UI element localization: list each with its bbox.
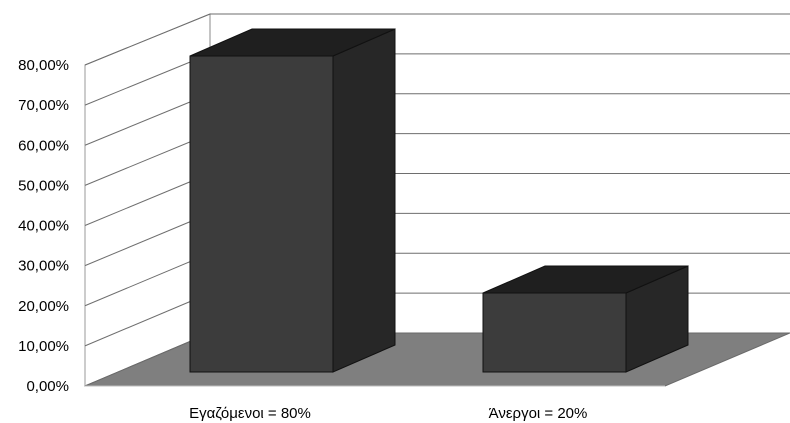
gridline-side	[84, 252, 211, 307]
bar-front-face	[482, 292, 627, 373]
gridline-side	[84, 212, 211, 267]
gridline-side	[84, 93, 211, 146]
bar-front-face	[189, 55, 334, 373]
y-tick-label: 20,00%	[18, 298, 69, 315]
gridline-side	[84, 13, 211, 66]
bars	[189, 28, 689, 373]
y-tick-label: 80,00%	[18, 57, 69, 74]
y-tick-label: 50,00%	[18, 177, 69, 194]
y-tick-label: 70,00%	[18, 97, 69, 114]
y-axis: 0,00% 10,00% 20,00% 30,00% 40,00% 50,00% 60,00…	[18, 57, 69, 395]
bar-top-face	[189, 28, 396, 57]
bar-top-face	[482, 265, 689, 294]
y-tick-label: 10,00%	[18, 338, 69, 355]
y-tick-label: 30,00%	[18, 258, 69, 275]
x-category-label: Άνεργοι = 20%	[489, 405, 588, 422]
gridline-side	[84, 173, 211, 226]
x-axis: Εγαζόμενοι = 80% Άνεργοι = 20%	[189, 405, 587, 422]
y-tick-label: 0,00%	[26, 378, 69, 395]
y-tick-label: 40,00%	[18, 218, 69, 235]
gridline-side	[84, 133, 211, 186]
bar-side-face	[332, 28, 396, 373]
gridline-side	[84, 292, 211, 347]
bar-1	[189, 28, 396, 373]
gridline-side	[84, 53, 211, 106]
bar-2	[482, 265, 689, 373]
y-tick-label: 60,00%	[18, 137, 69, 154]
x-category-label: Εγαζόμενοι = 80%	[189, 405, 311, 422]
